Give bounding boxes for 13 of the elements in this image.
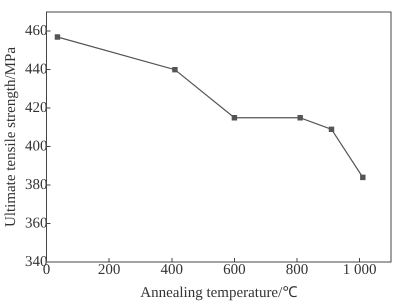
- point: [172, 66, 178, 72]
- point: [54, 34, 60, 40]
- x-tick-label: 200: [98, 262, 120, 278]
- point: [360, 174, 366, 180]
- point: [232, 115, 238, 120]
- y-axis-title: Ultimate tensile strength/MPa: [2, 46, 19, 227]
- x-tick-label: 400: [160, 262, 184, 278]
- x-tick-label: 1 000: [342, 262, 377, 278]
- point: [297, 115, 303, 120]
- point: [328, 126, 334, 132]
- x-axis-title: Annealing temperature/℃: [140, 284, 298, 301]
- x-tick-label: 600: [223, 262, 246, 278]
- x-tick-label: 800: [286, 262, 308, 278]
